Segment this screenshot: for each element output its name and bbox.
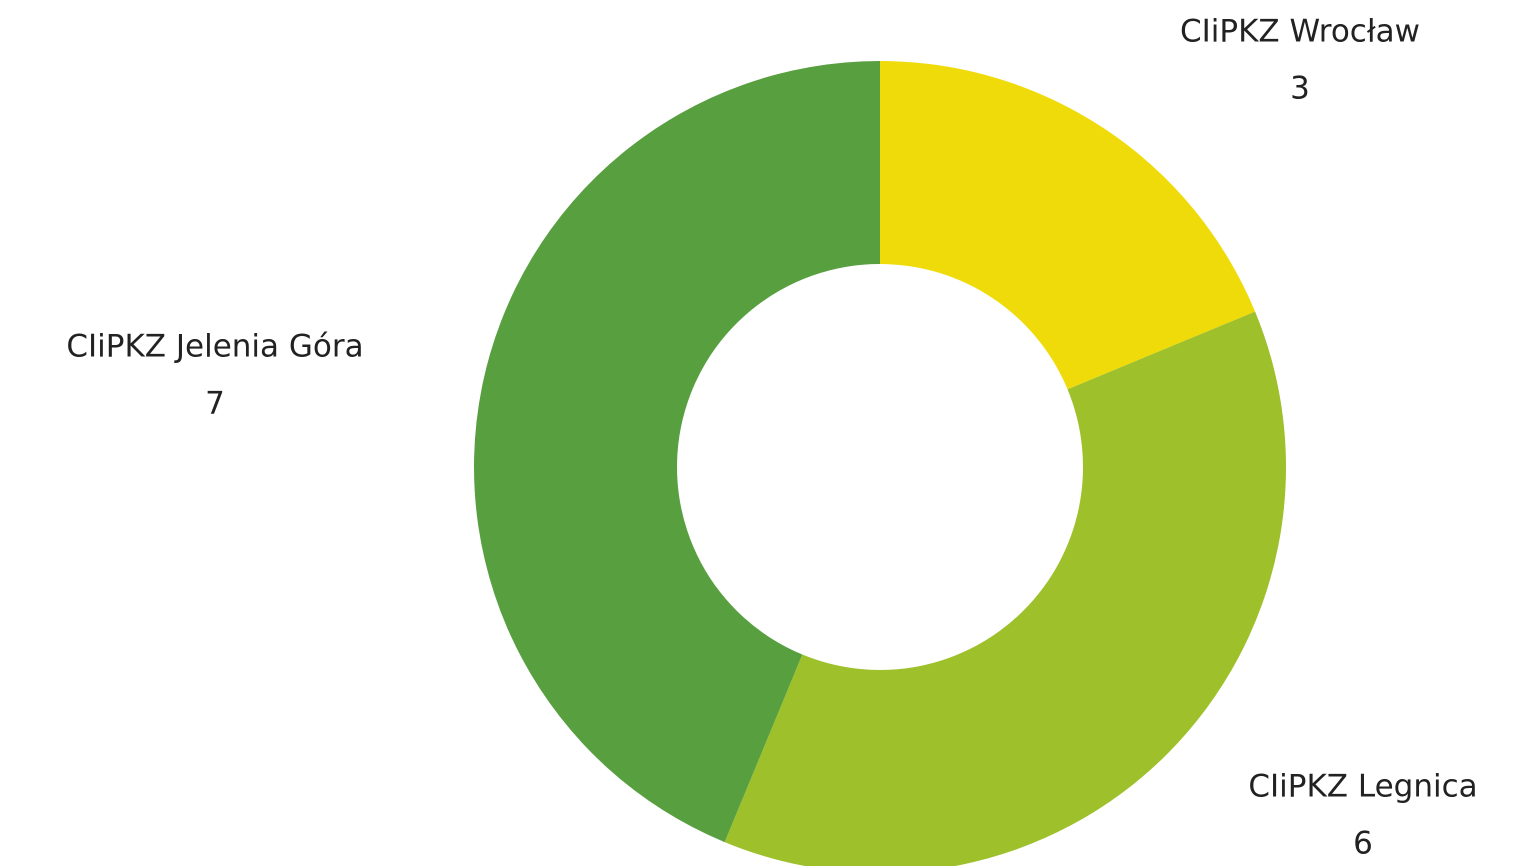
slice-value: 7 xyxy=(205,386,225,422)
slice-value: 6 xyxy=(1353,826,1373,862)
slice-label: CIiPKZ Legnica xyxy=(1248,769,1477,805)
donut-slice xyxy=(724,311,1286,866)
slice-value: 3 xyxy=(1290,71,1310,107)
slice-label: CIiPKZ Jelenia Góra xyxy=(66,329,363,365)
slice-label: CIiPKZ Wrocław xyxy=(1180,14,1420,50)
donut-slice xyxy=(880,61,1256,390)
donut-slice xyxy=(474,61,880,843)
